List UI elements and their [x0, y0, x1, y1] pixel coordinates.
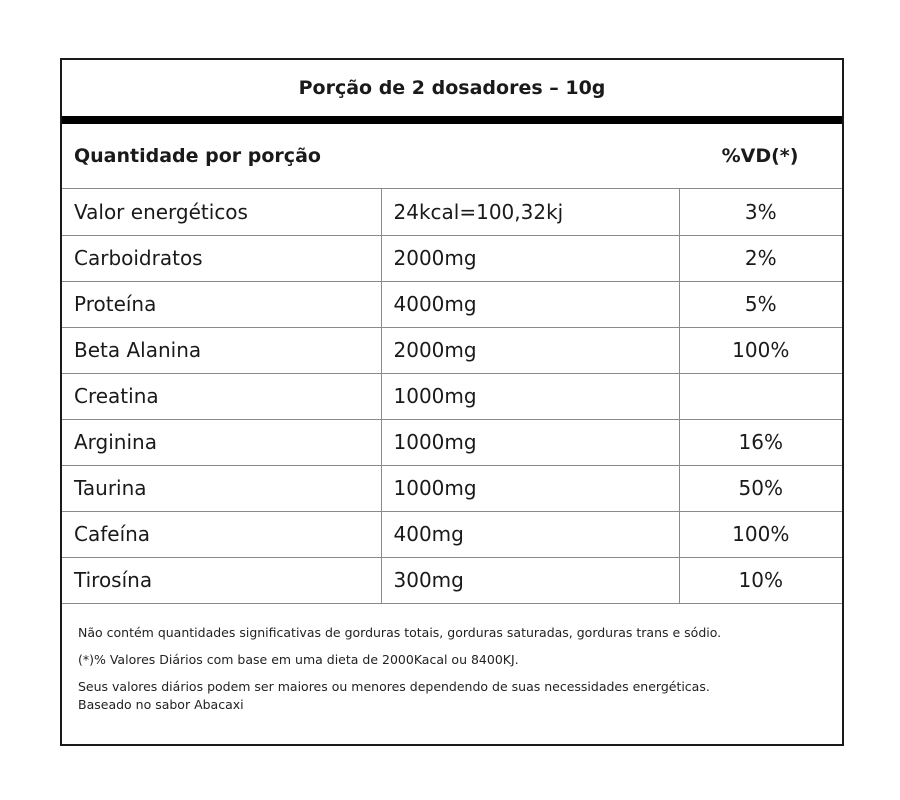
nutrient-name: Taurina [62, 465, 382, 512]
nutrition-table: Valor energéticos 24kcal=100,32kj 3% Car… [62, 189, 842, 604]
nutrient-name: Valor energéticos [62, 189, 382, 236]
serving-title: Porção de 2 dosadores – 10g [62, 60, 842, 124]
nutrient-amount: 2000mg [381, 235, 680, 282]
nutrient-name: Cafeína [62, 511, 382, 558]
nutrient-amount: 2000mg [381, 327, 680, 374]
daily-value-label: %VD(*) [721, 145, 799, 167]
table-header: Quantidade por porção %VD(*) [62, 124, 842, 189]
nutrient-daily-value: 10% [679, 557, 842, 604]
nutrient-amount: 1000mg [381, 419, 680, 466]
table-row: Tirosína 300mg 10% [62, 557, 842, 604]
table-row: Proteína 4000mg 5% [62, 281, 842, 328]
footnote-nutrients: Não contém quantidades significativas de… [78, 624, 722, 640]
nutrient-daily-value: 2% [679, 235, 842, 282]
nutrient-daily-value: 5% [679, 281, 842, 328]
nutrient-amount: 1000mg [381, 465, 680, 512]
nutrient-daily-value: 100% [679, 327, 842, 374]
nutrient-daily-value: 16% [679, 419, 842, 466]
footnote-flavor: Baseado no sabor Abacaxi [78, 696, 244, 712]
table-row: Cafeína 400mg 100% [62, 511, 842, 558]
table-row: Taurina 1000mg 50% [62, 465, 842, 512]
nutrient-amount: 24kcal=100,32kj [381, 189, 680, 236]
nutrient-name: Creatina [62, 373, 382, 420]
nutrient-daily-value: 3% [679, 189, 842, 236]
quantity-per-serving-label: Quantidade por porção [74, 145, 321, 167]
nutrient-amount: 400mg [381, 511, 680, 558]
nutrient-name: Tirosína [62, 557, 382, 604]
nutrition-facts-panel: Porção de 2 dosadores – 10g Quantidade p… [60, 58, 844, 746]
table-row: Creatina 1000mg [62, 373, 842, 420]
footnote-energy-needs: Seus valores diários podem ser maiores o… [78, 678, 710, 694]
nutrient-daily-value: 50% [679, 465, 842, 512]
nutrient-name: Proteína [62, 281, 382, 328]
nutrient-daily-value [679, 373, 842, 420]
footnotes: Não contém quantidades significativas de… [62, 604, 842, 714]
nutrient-amount: 4000mg [381, 281, 680, 328]
footnote-daily-values: (*)% Valores Diários com base em uma die… [78, 651, 519, 667]
nutrient-name: Arginina [62, 419, 382, 466]
nutrient-name: Beta Alanina [62, 327, 382, 374]
nutrient-amount: 300mg [381, 557, 680, 604]
nutrient-amount: 1000mg [381, 373, 680, 420]
table-row: Beta Alanina 2000mg 100% [62, 327, 842, 374]
nutrient-daily-value: 100% [679, 511, 842, 558]
table-row: Arginina 1000mg 16% [62, 419, 842, 466]
table-row: Carboidratos 2000mg 2% [62, 235, 842, 282]
table-row: Valor energéticos 24kcal=100,32kj 3% [62, 189, 842, 236]
nutrient-name: Carboidratos [62, 235, 382, 282]
